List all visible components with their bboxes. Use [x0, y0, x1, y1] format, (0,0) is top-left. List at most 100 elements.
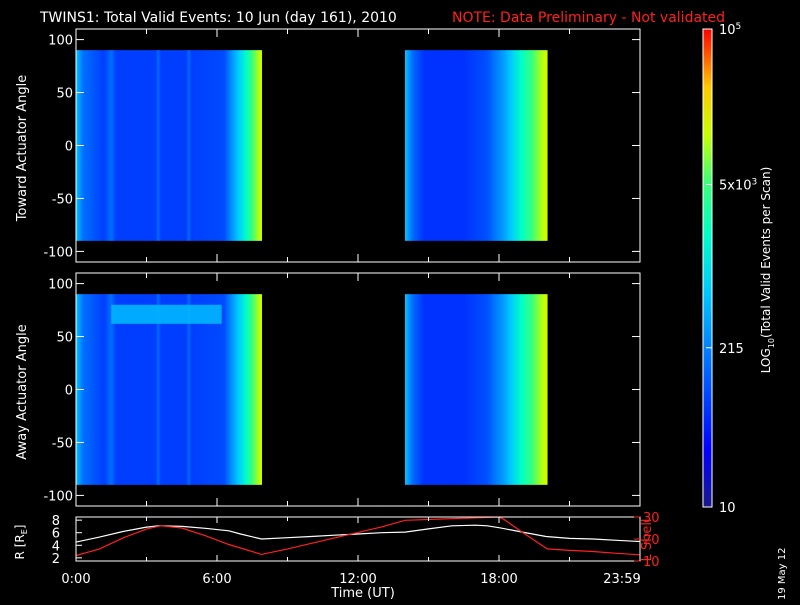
away-heatmap-cell	[187, 294, 190, 485]
away-heatmap-cell	[537, 294, 540, 485]
away-heatmap-cell	[209, 294, 212, 485]
toward-heatmap-cell	[460, 50, 462, 241]
toward-heatmap-cell	[236, 50, 239, 241]
toward-heatmap-cell	[87, 50, 90, 241]
toward-heatmap-cell	[186, 50, 189, 241]
away-heatmap-cell	[508, 294, 510, 485]
toward-heatmap-cell	[534, 50, 536, 241]
away-heatmap-cell	[530, 294, 533, 485]
toward-heatmap-cell	[150, 50, 152, 241]
away-heatmap-cell	[489, 294, 492, 485]
away-heatmap-cell	[107, 294, 110, 485]
away-heatmap-cell	[241, 294, 244, 485]
away-heatmap-cell	[522, 294, 525, 485]
away-heatmap-cell	[158, 294, 160, 485]
toward-heatmap-cell	[535, 50, 537, 241]
away-heatmap-cell	[486, 294, 488, 485]
away-heatmap-cell	[251, 294, 253, 485]
toward-heatmap-cell	[537, 50, 540, 241]
away-heatmap-cell	[202, 294, 205, 485]
toward-heatmap-cell	[479, 50, 481, 241]
toward-heatmap-cell	[124, 50, 126, 241]
away-heatmap-cell	[228, 294, 231, 485]
toward-panel: 100 50 0 -50 -100	[43, 28, 641, 263]
away-heatmap-cell	[119, 294, 122, 485]
toward-heatmap-cell	[200, 50, 203, 241]
toward-heatmap-cell	[540, 50, 542, 241]
toward-heatmap-cell	[427, 50, 429, 241]
away-heatmap-cell	[182, 294, 185, 485]
away-heatmap-cell	[238, 294, 240, 485]
toward-heatmap-cell	[493, 50, 495, 241]
toward-heatmap-cell	[141, 50, 144, 241]
x-tick-label: 12:00	[339, 572, 376, 587]
away-heatmap-cell	[160, 294, 163, 485]
toward-heatmap-cell	[495, 50, 498, 241]
toward-heatmap-cell	[538, 50, 541, 241]
orbit-ytick-left-label: 8	[52, 514, 60, 529]
away-heatmap-cell	[181, 294, 184, 485]
away-heatmap-cell	[444, 294, 447, 485]
away-heatmap-cell	[133, 294, 136, 485]
away-heatmap-cell	[95, 294, 98, 485]
away-heatmap-cell	[162, 294, 165, 485]
away-heatmap-cell	[499, 294, 501, 485]
away-heatmap-cell	[417, 294, 420, 485]
toward-heatmap-cell	[488, 50, 491, 241]
toward-heatmap-cell	[128, 50, 131, 241]
toward-heatmap-cell	[481, 50, 483, 241]
toward-heatmap-cell	[426, 50, 428, 241]
away-heatmap-cell	[152, 294, 154, 485]
away-heatmap-cell	[515, 294, 518, 485]
away-heatmap-cell	[218, 294, 220, 485]
toward-heatmap-cell	[473, 50, 475, 241]
away-heatmap-cell	[535, 294, 537, 485]
toward-heatmap-cell	[531, 50, 534, 241]
away-heatmap-cell	[255, 294, 258, 485]
away-heatmap-cell	[473, 294, 475, 485]
away-heatmap-cell	[420, 294, 422, 485]
away-heatmap-cell	[468, 294, 471, 485]
away-heatmap-cell	[235, 294, 238, 485]
away-heatmap-cell	[460, 294, 462, 485]
toward-heatmap-cell	[440, 50, 442, 241]
away-heatmap-cell	[180, 294, 183, 485]
toward-heatmap-cell	[123, 50, 125, 241]
away-heatmap-cell	[469, 294, 472, 485]
away-heatmap-cell	[247, 294, 250, 485]
away-heatmap-cell	[510, 294, 513, 485]
away-heatmap-cell	[441, 294, 444, 485]
away-heatmap-cell	[416, 294, 419, 485]
toward-heatmap-cell	[509, 50, 512, 241]
away-heatmap-cell	[414, 294, 416, 485]
toward-heatmap-cell	[459, 50, 461, 241]
toward-heatmap-cell	[180, 50, 183, 241]
toward-heatmap-cell	[486, 50, 488, 241]
toward-heatmap-cell	[496, 50, 499, 241]
toward-heatmap-cell	[497, 50, 500, 241]
toward-heatmap-cell	[541, 50, 543, 241]
toward-heatmap-cell	[409, 50, 412, 241]
away-heatmap-cell	[242, 294, 245, 485]
toward-heatmap-cell	[249, 50, 252, 241]
away-heatmap-cell	[91, 294, 93, 485]
toward-heatmap-cell	[448, 50, 451, 241]
away-heatmap-cell	[446, 294, 448, 485]
toward-heatmap-cell	[490, 50, 493, 241]
away-heatmap-cell	[118, 294, 120, 485]
toward-heatmap-cell	[542, 50, 545, 241]
toward-heatmap-cell	[251, 50, 253, 241]
toward-heatmap-cell	[206, 50, 208, 241]
toward-heatmap-cell	[407, 50, 409, 241]
away-heatmap-cell	[189, 294, 192, 485]
toward-heatmap-cell	[225, 50, 227, 241]
toward-heatmap-cell	[137, 50, 139, 241]
toward-heatmap-cell	[255, 50, 258, 241]
away-heatmap-cell	[439, 294, 441, 485]
toward-heatmap-cell	[220, 50, 223, 241]
away-heatmap-cell	[436, 294, 439, 485]
toward-heatmap-cell	[95, 50, 98, 241]
toward-heatmap-cell	[514, 50, 516, 241]
toward-heatmap-cell	[428, 50, 431, 241]
away-heatmap-cell	[84, 294, 86, 485]
